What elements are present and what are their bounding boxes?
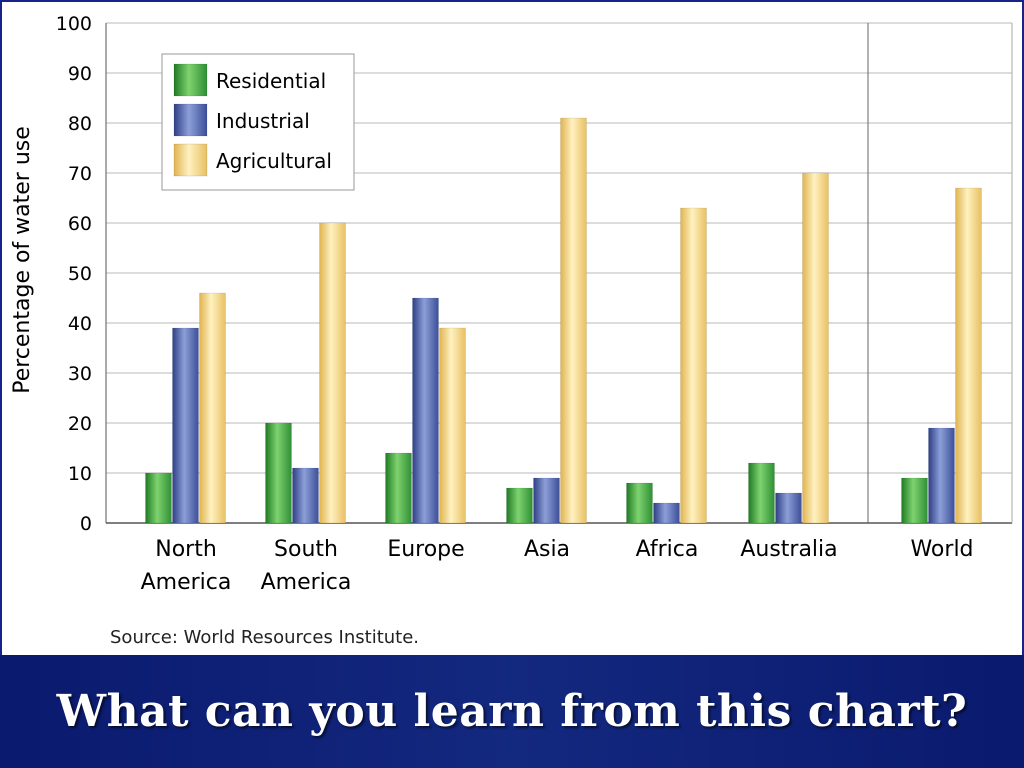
category-label: America: [141, 570, 232, 595]
bar-industrial-4: [653, 502, 680, 524]
legend-swatch-agricultural: [173, 143, 208, 177]
legend-label-residential: Residential: [216, 69, 326, 93]
y-tick-label: 90: [68, 63, 92, 85]
category-label: Europe: [387, 537, 464, 562]
chart-area: 0 10 20 30 40 50 60 70 80 90 100 North America South…: [0, 0, 1024, 655]
bar-residential-1: [265, 422, 292, 524]
bar-industrial-5: [775, 492, 802, 524]
legend-label-industrial: Industrial: [216, 109, 310, 133]
y-tick-label: 50: [68, 263, 92, 285]
category-label: World: [910, 537, 973, 562]
legend-swatch-industrial: [173, 103, 208, 137]
y-tick-label: 10: [68, 463, 92, 485]
y-tick-label: 0: [80, 513, 92, 535]
bar-agricultural-1: [319, 222, 346, 524]
category-label: Asia: [524, 537, 570, 562]
y-tick-labels: 0 10 20 30 40 50 60 70 80 90 100: [56, 13, 92, 535]
category-label: Australia: [740, 537, 837, 562]
category-labels: North America South America Europe Asia Africa…: [141, 537, 974, 595]
bar-industrial-0: [172, 327, 199, 524]
y-tick-label: 40: [68, 313, 92, 335]
bar-residential-0: [145, 472, 172, 524]
y-axis-label: Percentage of water use: [10, 126, 35, 394]
bar-industrial-3: [533, 477, 560, 524]
bar-residential-2: [385, 452, 412, 524]
category-label: America: [261, 570, 352, 595]
y-tick-label: 20: [68, 413, 92, 435]
bar-agricultural-6: [955, 187, 982, 524]
y-tick-label: 30: [68, 363, 92, 385]
bar-residential-6: [901, 477, 928, 524]
bar-residential-4: [626, 482, 653, 524]
y-tick-label: 70: [68, 163, 92, 185]
bar-agricultural-5: [802, 172, 829, 524]
category-label: South: [274, 537, 338, 562]
bar-residential-3: [506, 487, 533, 524]
slide-caption: What can you learn from this chart?: [56, 686, 968, 737]
legend: Residential Industrial Agricultural: [161, 53, 355, 191]
water-use-bar-chart: 0 10 20 30 40 50 60 70 80 90 100 North America South…: [10, 13, 1013, 648]
y-tick-label: 60: [68, 213, 92, 235]
source-note: Source: World Resources Institute.: [110, 627, 419, 648]
category-label: Africa: [636, 537, 699, 562]
legend-label-agricultural: Agricultural: [216, 149, 332, 173]
bar-residential-5: [748, 462, 775, 524]
bar-industrial-1: [292, 467, 319, 524]
bar-industrial-6: [928, 427, 955, 524]
bars: [145, 117, 982, 524]
caption-band: What can you learn from this chart?: [0, 655, 1024, 768]
bar-agricultural-4: [680, 207, 707, 524]
bar-agricultural-0: [199, 292, 226, 524]
bar-industrial-2: [412, 297, 439, 524]
y-tick-label: 100: [56, 13, 92, 35]
bar-agricultural-2: [439, 327, 466, 524]
y-tick-label: 80: [68, 113, 92, 135]
category-label: North: [155, 537, 217, 562]
bar-agricultural-3: [560, 117, 587, 524]
legend-swatch-residential: [173, 63, 208, 97]
